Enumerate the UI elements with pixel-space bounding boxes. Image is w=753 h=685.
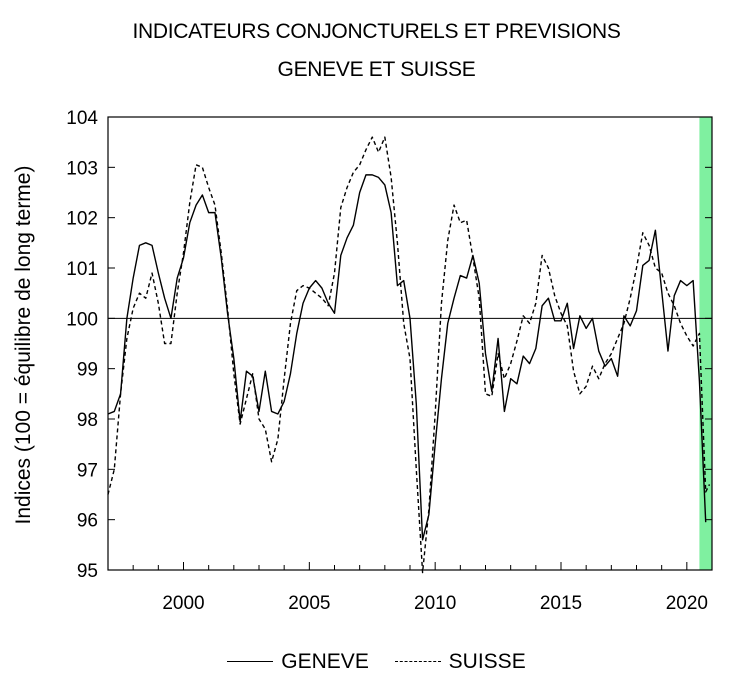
- y-axis-label: Indices (100 = équilibre de long terme): [12, 166, 35, 525]
- x-tick-label: 2000: [162, 593, 204, 614]
- chart-subtitle: GENEVE ET SUISSE: [277, 58, 476, 81]
- y-tick-label: 97: [77, 460, 98, 481]
- y-tick-label: 99: [77, 360, 98, 381]
- y-tick-label: 104: [66, 108, 98, 129]
- plot-area: 95 96 97 98 99 100 101 102 103 104 2000 2005 2010 201…: [66, 108, 713, 614]
- chart-title: INDICATEURS CONJONCTURELS ET PREVISIONS: [132, 20, 621, 43]
- legend-item-suisse: SUISSE: [394, 649, 526, 674]
- y-tick-label: 103: [66, 158, 98, 179]
- legend-label-geneve: GENEVE: [281, 649, 369, 673]
- y-tick-label: 100: [66, 309, 98, 330]
- x-tick-label: 2005: [288, 593, 330, 614]
- legend-swatch-solid: [227, 661, 274, 662]
- forecast-band: [699, 117, 712, 570]
- legend-item-geneve: GENEVE: [227, 650, 369, 674]
- series-line-geneve: [107, 174, 707, 541]
- legend-label-suisse: SUISSE: [448, 649, 526, 673]
- series-line-suisse: [107, 136, 711, 574]
- legend-swatch-dashed: [394, 661, 441, 662]
- y-tick-label: 101: [66, 259, 98, 280]
- y-tick-label: 96: [77, 511, 98, 532]
- x-tick-label: 2020: [666, 593, 708, 614]
- y-tick-label: 98: [77, 410, 98, 431]
- x-tick-label: 2015: [540, 593, 582, 614]
- y-tick-label: 95: [77, 561, 98, 582]
- x-tick-label: 2010: [414, 593, 456, 614]
- y-tick-label: 102: [66, 209, 98, 230]
- legend: GENEVE SUISSE: [0, 644, 753, 674]
